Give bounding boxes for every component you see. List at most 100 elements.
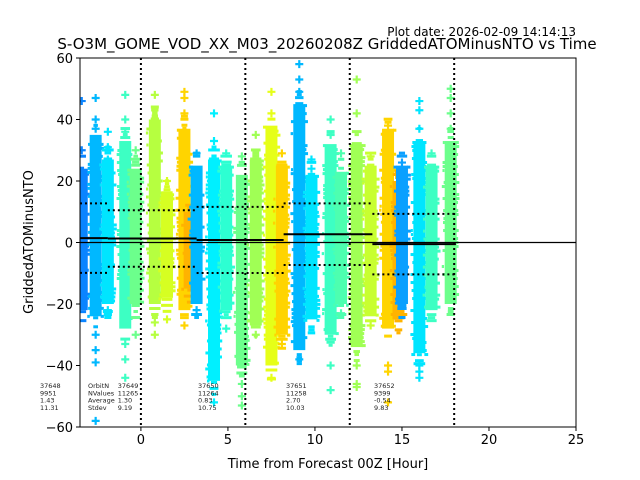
data-point [361,324,366,328]
data-point [263,189,268,193]
data-point [436,297,440,301]
data-point [80,319,87,323]
data-point [260,299,264,303]
data-point [363,273,366,277]
data-point [263,165,268,169]
data-point [104,151,112,155]
data-point [250,148,261,152]
data-band [293,104,306,351]
data-point [422,293,426,297]
data-point [100,214,104,218]
data-point [403,313,408,316]
data-point [346,303,349,307]
orbit-stat-value: -0.54 [374,397,391,405]
data-point [237,365,247,369]
data-point [233,226,237,230]
data-point [247,199,251,203]
x-tick-label: 5 [224,433,232,448]
data-point [455,165,458,169]
data-point [335,316,340,320]
data-point [73,285,76,288]
data-point [205,235,208,239]
data-point [186,300,193,304]
data-point [176,220,181,224]
data-point [246,226,251,230]
data-point [348,164,352,168]
outlier-point [91,346,100,355]
data-point [219,355,222,359]
data-point [260,251,265,255]
data-point [218,249,223,253]
data-point [410,253,414,257]
data-point [291,292,295,296]
data-point [127,268,130,272]
data-point [74,189,76,192]
data-point [349,284,353,288]
data-point [205,191,209,195]
data-point [117,149,121,153]
outlier-point [384,121,393,130]
data-point [234,310,237,314]
data-point [349,208,353,212]
data-point [246,319,251,323]
data-point [116,277,121,281]
data-point [246,182,251,186]
data-point [231,209,234,213]
data-point [362,313,365,317]
outlier-point [326,361,335,370]
data-point [163,188,171,192]
data-point [390,257,394,260]
outlier-point [415,97,424,106]
data-point [112,243,117,247]
outlier-point [277,149,286,158]
data-point [172,249,175,253]
outlier-point [427,149,436,158]
data-point [422,265,426,269]
data-point [100,306,104,310]
data-point [172,213,176,217]
data-point [304,152,309,156]
data-point [86,252,91,256]
data-point [423,229,426,233]
data-point [362,301,366,305]
data-point [133,310,138,313]
data-point [323,196,327,200]
data-point [290,132,294,136]
data-point [316,266,320,270]
data-point [286,269,291,273]
data-point [206,287,210,291]
data-point [116,161,121,165]
orbit-stat-value: 37651 [286,382,307,390]
data-point [333,251,337,255]
data-point [455,141,459,145]
outlier-point [352,75,361,84]
data-point [423,217,426,221]
data-point [316,222,320,226]
data-point [127,272,132,276]
data-point [217,213,222,217]
data-point [349,324,354,328]
data-point [128,204,131,208]
data-point [205,251,208,255]
data-point [130,157,142,161]
data-point [158,257,162,261]
data-point [263,305,267,309]
x-tick-label: 10 [307,433,324,448]
data-point [140,268,145,272]
data-point [263,337,267,341]
outlier-point [326,115,335,124]
data-point [361,241,365,245]
data-point [436,293,441,297]
data-point [159,197,162,201]
data-point [455,201,459,205]
data-point [234,206,238,210]
data-point [112,295,116,299]
orbit-stat-value: 10.75 [198,404,217,412]
data-point [175,196,179,200]
outlier-point [307,155,316,164]
data-point [183,294,196,298]
data-point [379,232,383,236]
data-point [398,316,406,319]
data-point [424,305,428,309]
